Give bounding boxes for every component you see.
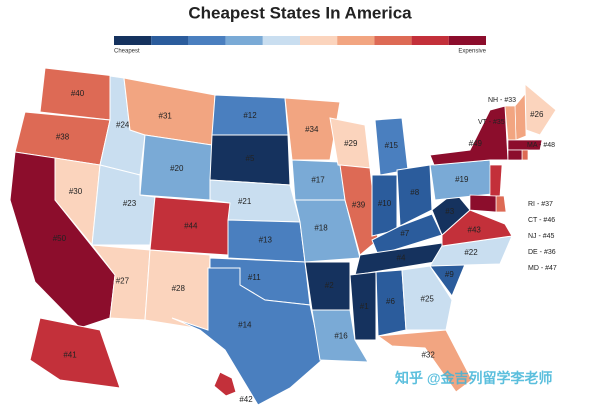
- state-rank: #16: [334, 332, 348, 341]
- state-rank: #41: [63, 350, 77, 359]
- watermark: 知乎 @金吉列留学李老师: [395, 370, 553, 386]
- state-rank: #24: [116, 121, 130, 130]
- state-rank: #21: [238, 197, 252, 206]
- small-state: [489, 164, 503, 197]
- state-rank: #13: [259, 236, 273, 245]
- small-state: [521, 149, 529, 161]
- state: [29, 317, 121, 389]
- state: [90, 244, 151, 321]
- state-rank: #27: [116, 277, 130, 286]
- state-rank: #42: [239, 395, 253, 404]
- small-state: [514, 93, 527, 141]
- state-rank: #18: [314, 224, 328, 233]
- state-rank: #17: [311, 176, 325, 185]
- state: [376, 329, 473, 393]
- state-rank: #5: [246, 154, 255, 163]
- state: [171, 267, 323, 406]
- state-rank: #50: [53, 234, 67, 243]
- state-rank: #10: [378, 199, 392, 208]
- small-state: [495, 195, 507, 213]
- state: [284, 97, 341, 161]
- legend-swatch: [262, 36, 300, 45]
- state-rank: #19: [455, 175, 469, 184]
- state-rank: #30: [69, 187, 83, 196]
- state: [213, 371, 237, 397]
- state-rank: #7: [400, 229, 409, 238]
- state-rank: #4: [397, 253, 406, 262]
- small-state-callout: MD - #47: [528, 265, 557, 272]
- legend-swatch: [374, 36, 412, 45]
- state: [401, 265, 453, 331]
- legend: [114, 36, 486, 45]
- state-rank: #29: [344, 139, 358, 148]
- small-state-callout: MA - #48: [527, 142, 555, 149]
- small-state-callout: NH - #33: [488, 97, 516, 104]
- state: [339, 164, 379, 256]
- state-rank: #9: [445, 270, 454, 279]
- state: [294, 199, 361, 263]
- small-state-callout: RI - #37: [528, 201, 553, 208]
- legend-high: Expensive: [458, 49, 486, 55]
- state-rank: #28: [172, 284, 186, 293]
- state: [311, 309, 369, 363]
- state: [349, 271, 377, 341]
- state-rank: #6: [386, 297, 395, 306]
- state-rank: #25: [421, 294, 435, 303]
- small-state-callout: CT - #46: [528, 217, 555, 224]
- legend-swatch: [188, 36, 226, 45]
- state-rank: #40: [71, 89, 85, 98]
- state: [429, 105, 509, 166]
- state-rank: #20: [170, 164, 184, 173]
- legend-swatch: [411, 36, 449, 45]
- small-state: [469, 194, 497, 213]
- legend-swatch: [225, 36, 263, 45]
- small-state: [507, 149, 523, 161]
- state-rank: #38: [56, 132, 70, 141]
- small-state-callout: VT - #35: [478, 119, 505, 126]
- state-rank: #15: [385, 141, 399, 150]
- state-rank: #44: [184, 221, 198, 230]
- legend-swatch: [300, 36, 338, 45]
- small-state-callout: NJ - #45: [528, 233, 555, 240]
- state-rank: #3: [445, 207, 454, 216]
- small-state-callout: DE - #36: [528, 249, 556, 256]
- legend-swatch: [448, 36, 486, 45]
- state-rank: #14: [238, 321, 252, 330]
- state-rank: #43: [468, 225, 482, 234]
- state-rank: #22: [464, 248, 478, 257]
- small-state: [507, 139, 543, 151]
- state-rank: #32: [421, 350, 435, 359]
- state-rank: #34: [305, 125, 319, 134]
- map-title: Cheapest States In America: [188, 3, 412, 22]
- state-rank: #49: [469, 139, 483, 148]
- state-rank: #39: [352, 201, 366, 210]
- state-rank: #2: [325, 281, 334, 290]
- legend-low: Cheapest: [114, 49, 140, 55]
- state-rank: #12: [243, 111, 257, 120]
- state-rank: #1: [360, 302, 369, 311]
- states: #40 #38 #50 #30 #24 #31 #20 #23 #44 #27 #28 #12 #5 #2…: [9, 67, 557, 406]
- state-rank: #26: [530, 110, 544, 119]
- legend-swatch: [114, 36, 152, 45]
- legend-swatch: [337, 36, 375, 45]
- state-rank: #11: [248, 273, 261, 282]
- legend-swatch: [151, 36, 189, 45]
- state-rank: #8: [410, 188, 419, 197]
- state-rank: #23: [123, 199, 137, 208]
- state-rank: #31: [159, 112, 173, 121]
